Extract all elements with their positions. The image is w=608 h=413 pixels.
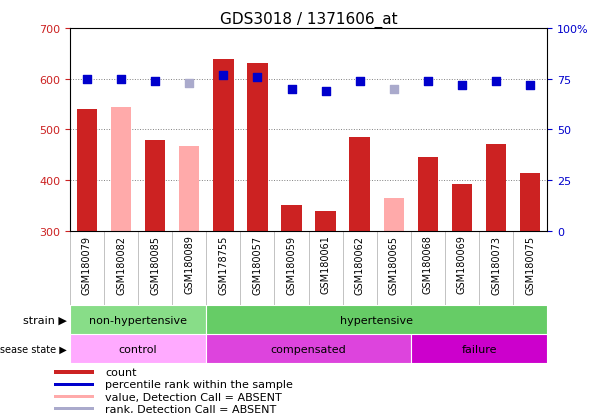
Point xyxy=(218,72,228,79)
Bar xyxy=(70,335,206,363)
Bar xyxy=(54,370,94,374)
Text: GSM180059: GSM180059 xyxy=(286,235,297,294)
Text: strain ▶: strain ▶ xyxy=(23,315,67,325)
Text: GSM180073: GSM180073 xyxy=(491,235,501,294)
Bar xyxy=(213,60,233,231)
Point xyxy=(116,76,126,83)
Bar xyxy=(70,306,206,335)
Point xyxy=(355,78,365,85)
Point xyxy=(457,82,467,89)
Point xyxy=(286,86,296,93)
Bar xyxy=(411,335,547,363)
Point xyxy=(491,78,501,85)
Text: GSM180082: GSM180082 xyxy=(116,235,126,294)
Text: percentile rank within the sample: percentile rank within the sample xyxy=(106,380,294,389)
Bar xyxy=(486,144,506,231)
Text: GSM178755: GSM178755 xyxy=(218,235,229,294)
Point xyxy=(423,78,433,85)
Text: GSM180075: GSM180075 xyxy=(525,235,535,294)
Bar xyxy=(206,335,411,363)
Text: GSM180069: GSM180069 xyxy=(457,235,467,294)
Text: compensated: compensated xyxy=(271,344,347,354)
Bar xyxy=(350,138,370,231)
Point xyxy=(82,76,92,83)
Text: non-hypertensive: non-hypertensive xyxy=(89,315,187,325)
Bar xyxy=(77,110,97,231)
Bar xyxy=(282,206,302,231)
Text: control: control xyxy=(119,344,157,354)
Text: disease state ▶: disease state ▶ xyxy=(0,344,67,354)
Point xyxy=(150,78,160,85)
Text: failure: failure xyxy=(461,344,497,354)
Bar xyxy=(54,383,94,386)
Text: GSM180079: GSM180079 xyxy=(82,235,92,294)
Text: rank, Detection Call = ABSENT: rank, Detection Call = ABSENT xyxy=(106,404,277,413)
Text: GSM180065: GSM180065 xyxy=(389,235,399,294)
Bar xyxy=(384,198,404,231)
Text: GSM180068: GSM180068 xyxy=(423,235,433,294)
Bar xyxy=(145,140,165,231)
Text: value, Detection Call = ABSENT: value, Detection Call = ABSENT xyxy=(106,392,282,401)
Bar xyxy=(316,211,336,231)
Bar xyxy=(179,147,199,231)
Bar xyxy=(206,306,547,335)
Text: GSM180062: GSM180062 xyxy=(354,235,365,294)
Point xyxy=(525,82,535,89)
Text: GSM180085: GSM180085 xyxy=(150,235,160,294)
Bar xyxy=(111,107,131,231)
Bar xyxy=(54,395,94,398)
Point xyxy=(321,88,331,95)
Text: count: count xyxy=(106,367,137,377)
Bar xyxy=(247,64,268,231)
Text: hypertensive: hypertensive xyxy=(340,315,413,325)
Text: GSM180057: GSM180057 xyxy=(252,235,263,294)
Bar xyxy=(54,407,94,411)
Point xyxy=(389,86,399,93)
Title: GDS3018 / 1371606_at: GDS3018 / 1371606_at xyxy=(219,12,398,28)
Text: GSM180061: GSM180061 xyxy=(320,235,331,294)
Text: GSM180089: GSM180089 xyxy=(184,235,194,294)
Point xyxy=(184,80,194,87)
Bar xyxy=(418,158,438,231)
Bar xyxy=(452,184,472,231)
Point xyxy=(252,74,262,81)
Bar xyxy=(520,173,541,231)
